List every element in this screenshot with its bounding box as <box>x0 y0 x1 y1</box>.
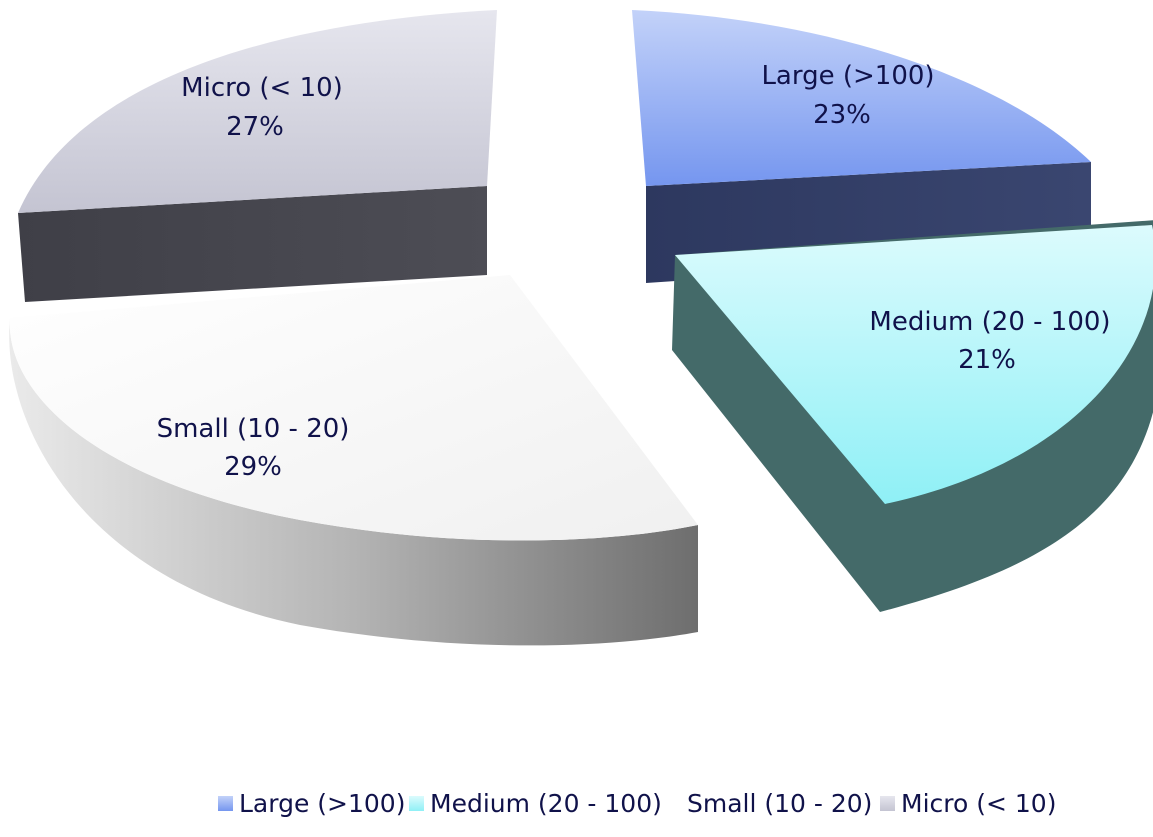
legend-item-large: Large (>100) <box>218 783 405 823</box>
slice-medium <box>672 220 1153 612</box>
slice-micro-side <box>18 186 487 302</box>
slice-micro <box>18 10 497 302</box>
slice-medium-top <box>675 225 1153 504</box>
slice-label-medium-name: Medium (20 - 100) <box>869 307 1110 337</box>
slice-label-large-name: Large (>100) <box>761 61 934 91</box>
legend-label-large: Large (>100) <box>239 788 406 818</box>
legend-item-small: Small (10 - 20) <box>666 783 872 823</box>
slice-micro-top <box>18 10 497 213</box>
slice-label-small-percent: 29% <box>224 452 282 482</box>
slice-label-micro-percent: 27% <box>226 112 284 142</box>
slice-label-large-percent: 23% <box>813 100 871 130</box>
slice-small-top <box>9 275 698 541</box>
pie-chart: Large (>100) 23% Micro (< 10) 27% Medium… <box>9 10 1153 646</box>
legend-label-micro: Micro (< 10) <box>901 788 1057 818</box>
legend-item-medium: Medium (20 - 100) <box>409 783 662 823</box>
legend-swatch-medium <box>409 795 424 811</box>
slice-label-micro-name: Micro (< 10) <box>181 73 343 103</box>
legend-swatch-large <box>218 795 233 811</box>
legend-swatch-small <box>666 795 681 811</box>
slice-label-medium-percent: 21% <box>958 345 1016 375</box>
slice-large-top <box>632 10 1091 186</box>
slice-small-side <box>9 318 698 646</box>
legend-label-small: Small (10 - 20) <box>687 788 873 818</box>
legend-item-micro: Micro (< 10) <box>880 783 1056 823</box>
legend-label-medium: Medium (20 - 100) <box>430 788 662 818</box>
legend-swatch-micro <box>880 795 895 811</box>
slice-small <box>9 275 698 646</box>
slice-label-small-name: Small (10 - 20) <box>157 414 350 444</box>
legend: Large (>100) Medium (20 - 100) Small (10… <box>0 783 1153 823</box>
